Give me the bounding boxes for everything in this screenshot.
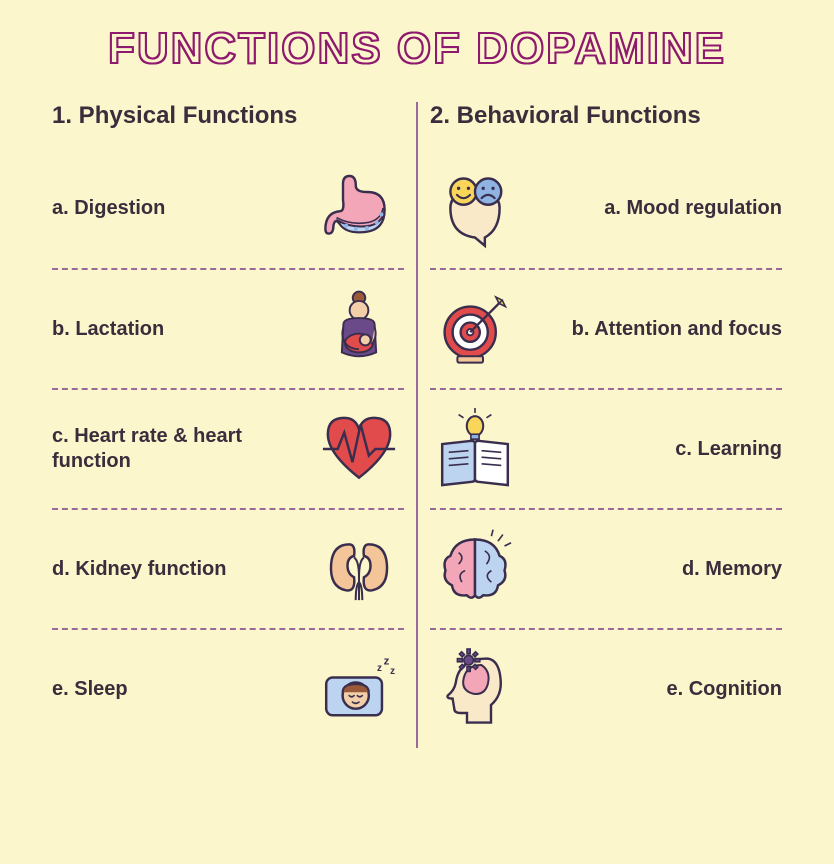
item-label: c. Learning <box>520 437 782 462</box>
kidneys-icon <box>314 524 404 614</box>
item-label: d. Kidney function <box>52 557 314 582</box>
item-label: e. Sleep <box>52 677 314 702</box>
item-label: c. Heart rate & heart function <box>52 424 314 474</box>
list-item: d. Memory <box>430 508 782 628</box>
target-icon <box>430 284 520 374</box>
page-title: FUNCTIONS OF DOPAMINE <box>40 24 794 74</box>
item-label: b. Attention and focus <box>520 317 782 342</box>
list-item: a. Digestion <box>52 148 404 268</box>
stomach-icon <box>314 163 404 253</box>
list-item: d. Kidney function <box>52 508 404 628</box>
svg-text:z: z <box>390 666 395 677</box>
heading-behavioral: 2. Behavioral Functions <box>430 102 782 130</box>
columns: 1. Physical Functions a. Digestion b. La… <box>40 102 794 748</box>
brain-icon <box>430 524 520 614</box>
svg-text:z: z <box>384 655 390 667</box>
col-physical: 1. Physical Functions a. Digestion b. La… <box>40 102 418 748</box>
list-item: b. Attention and focus <box>430 268 782 388</box>
svg-text:z: z <box>377 663 382 674</box>
list-item: e. Cognition <box>430 628 782 748</box>
col-behavioral: 2. Behavioral Functions a. Mood regulati… <box>418 102 794 748</box>
cognition-icon <box>430 644 520 734</box>
list-item: e. Sleep z z z <box>52 628 404 748</box>
mother-icon <box>314 284 404 374</box>
list-item: c. Heart rate & heart function <box>52 388 404 508</box>
book-icon <box>430 404 520 494</box>
list-item: b. Lactation <box>52 268 404 388</box>
item-label: a. Digestion <box>52 196 314 221</box>
sleep-icon: z z z <box>314 644 404 734</box>
item-label: b. Lactation <box>52 317 314 342</box>
item-label: a. Mood regulation <box>520 196 782 221</box>
item-label: d. Memory <box>520 557 782 582</box>
list-item: a. Mood regulation <box>430 148 782 268</box>
list-item: c. Learning <box>430 388 782 508</box>
item-label: e. Cognition <box>520 677 782 702</box>
mood-icon <box>430 163 520 253</box>
heart-icon <box>314 404 404 494</box>
heading-physical: 1. Physical Functions <box>52 102 404 130</box>
